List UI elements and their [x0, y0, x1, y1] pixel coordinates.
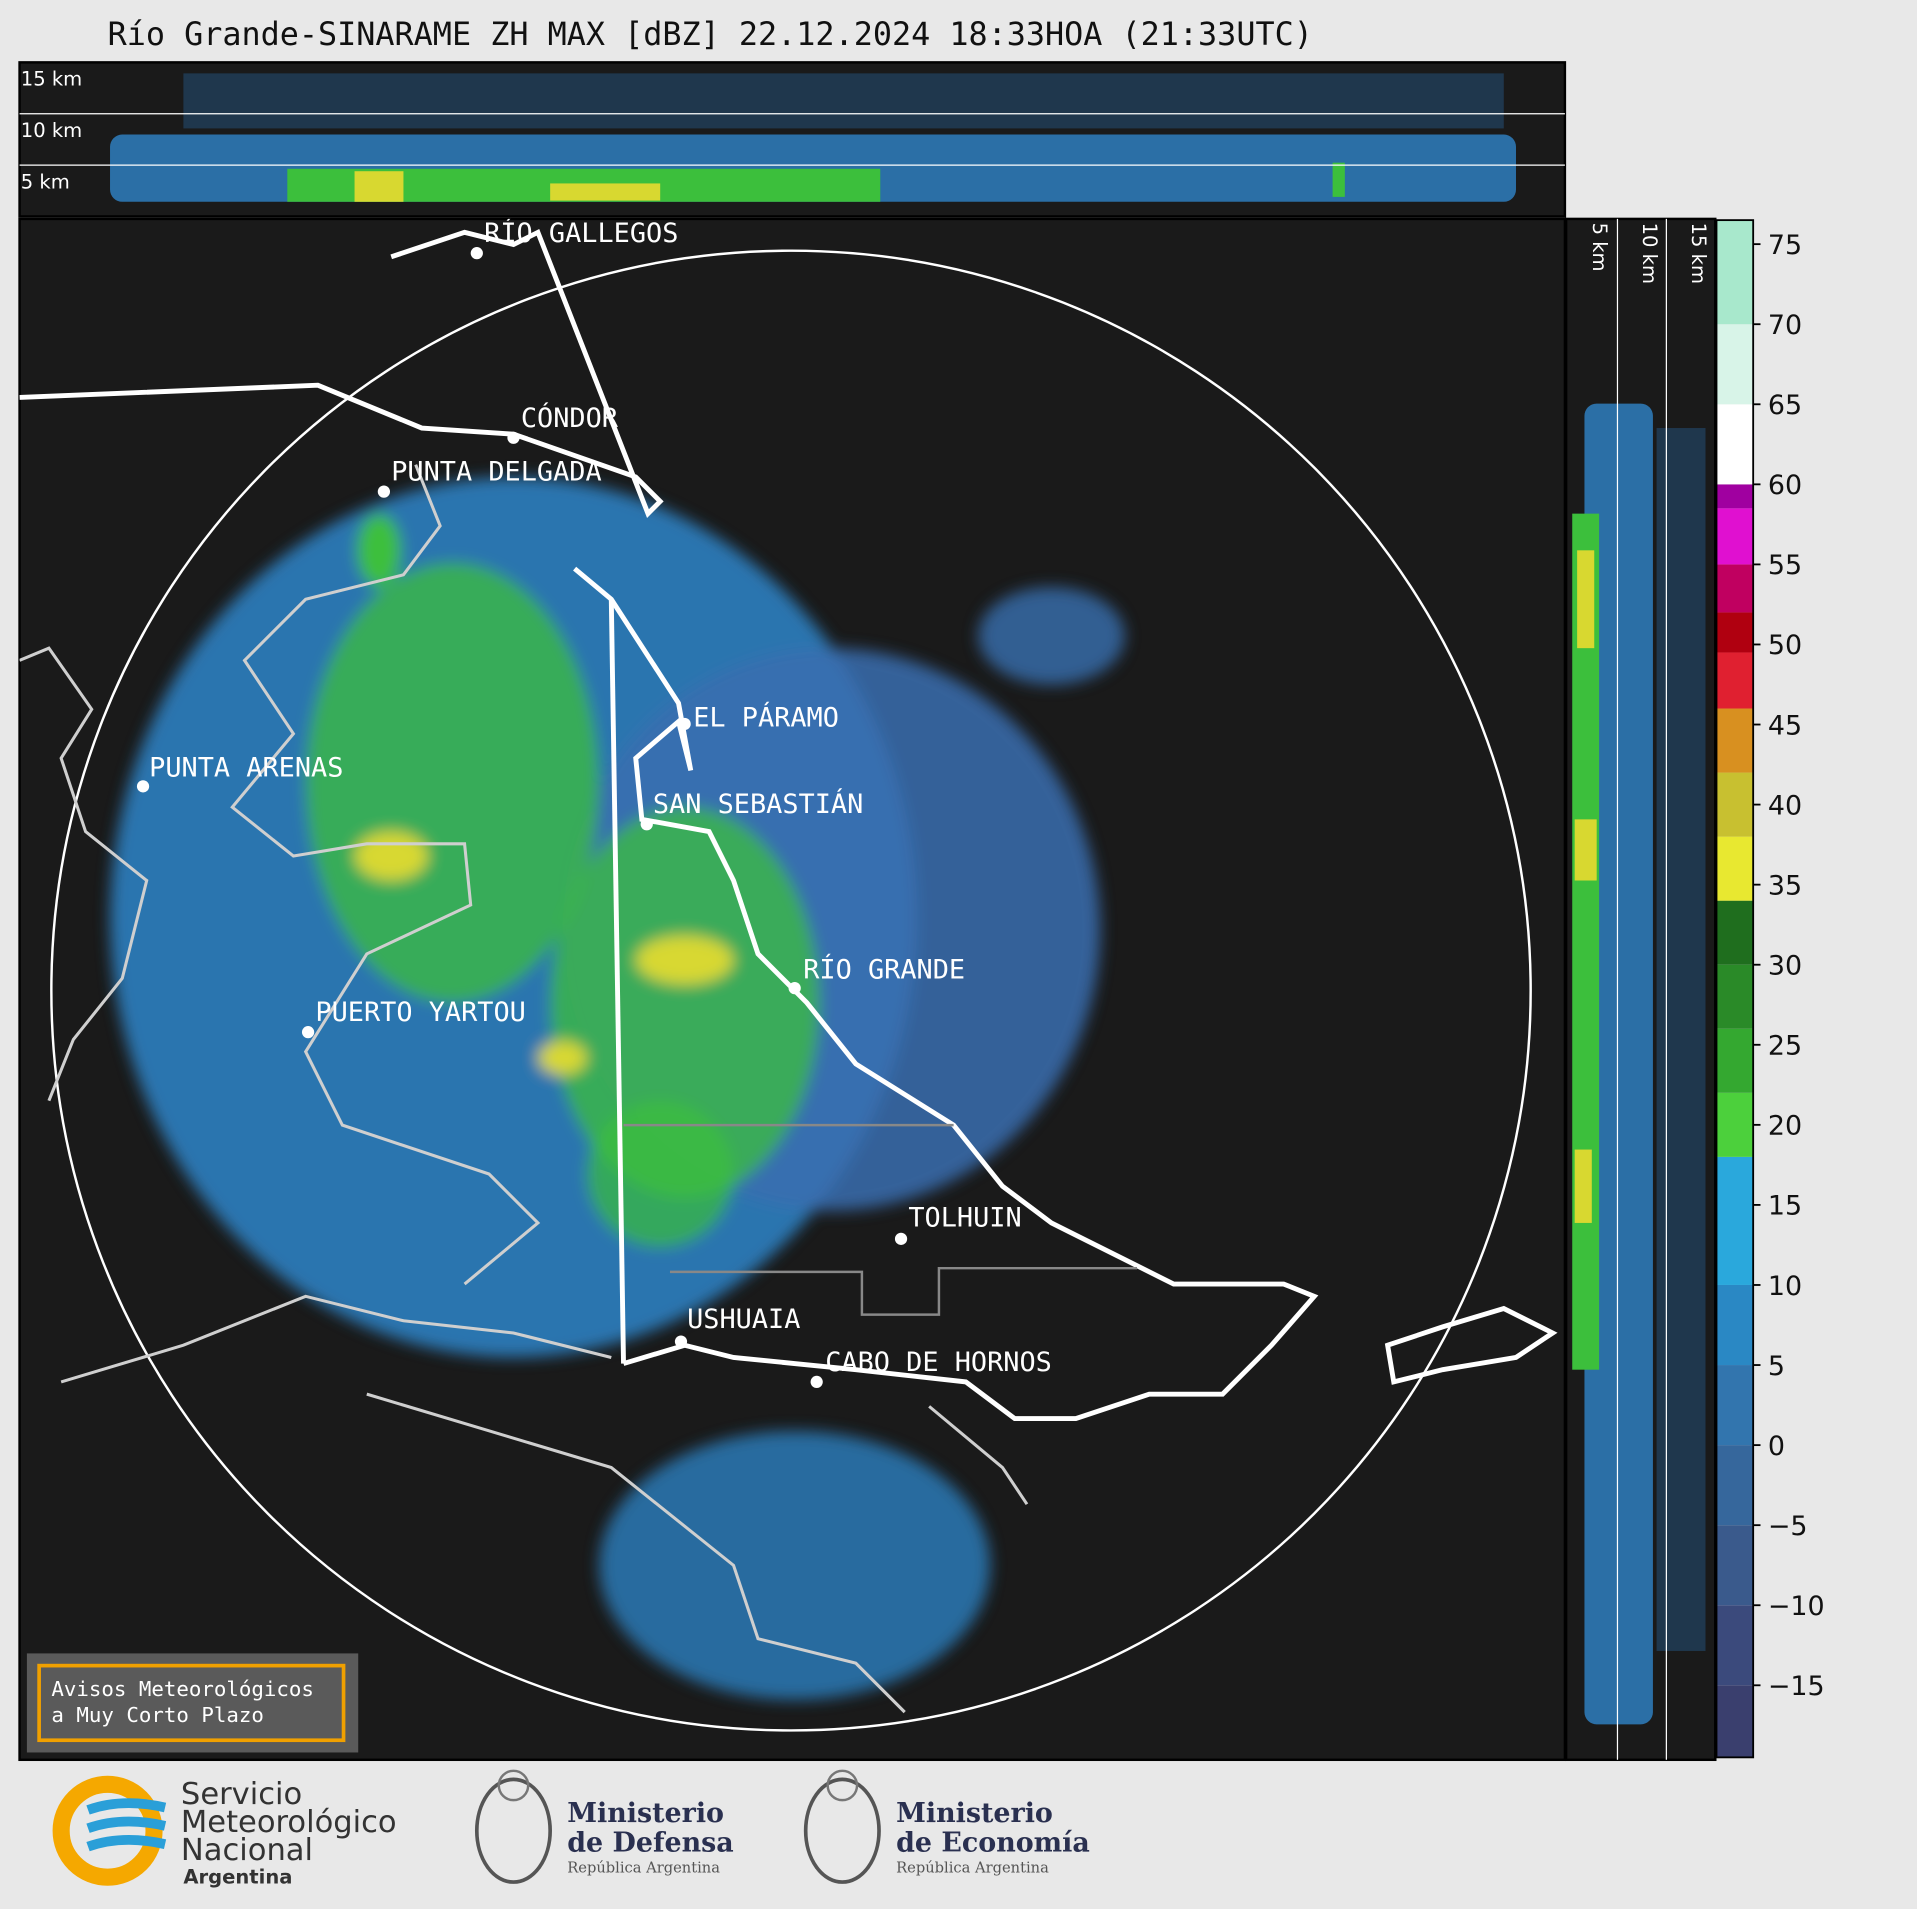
- colorbar-tick-label: 65: [1768, 390, 1802, 421]
- side-cross-section: 5 km 10 km 15 km: [1564, 217, 1717, 1762]
- colorbar-bin: [1716, 708, 1754, 773]
- colorbar-bin: [1716, 564, 1754, 613]
- logo-text: Meteorológico: [181, 1805, 397, 1840]
- logo-text: República Argentina: [896, 1859, 1049, 1876]
- logo-text: de Economía: [896, 1828, 1090, 1859]
- colorbar-bin: [1716, 220, 1754, 325]
- colorbar-bin: [1716, 1605, 1754, 1686]
- colorbar-tick-label: 70: [1768, 310, 1802, 341]
- colorbar-tick-label: −15: [1768, 1671, 1825, 1702]
- colorbar-bin: [1716, 900, 1754, 965]
- colorbar-bin: [1716, 1156, 1754, 1285]
- logo-text: Argentina: [183, 1865, 292, 1888]
- colorbar-bin: [1716, 836, 1754, 901]
- altitude-label: 15 km: [21, 68, 82, 91]
- place-dots: [136, 247, 908, 1389]
- colorbar-frame: [1715, 219, 1755, 1759]
- place-label: EL PÁRAMO: [693, 701, 839, 733]
- colorbar-tick-label: −5: [1768, 1511, 1808, 1542]
- logo-text: República Argentina: [567, 1859, 720, 1876]
- colorbar-tick-label: 20: [1768, 1111, 1802, 1142]
- colorbar-tick-label: 45: [1768, 710, 1802, 741]
- colorbar-tick-label: 40: [1768, 790, 1802, 821]
- colorbar-tick-label: 30: [1768, 951, 1802, 982]
- colorbar-bin: [1716, 1092, 1754, 1157]
- colorbar-bin: [1716, 964, 1754, 1029]
- place-label: CABO DE HORNOS: [825, 1347, 1052, 1378]
- place-label: PUNTA DELGADA: [391, 457, 601, 488]
- coastlines: [19, 464, 1029, 1714]
- logo-defensa: Ministerio de Defensa República Argentin…: [474, 1769, 734, 1884]
- place-label: RÍO GALLEGOS: [484, 217, 678, 249]
- place-label: USHUAIA: [687, 1304, 800, 1335]
- colorbar-bin: [1716, 652, 1754, 709]
- place-label: PUNTA ARENAS: [149, 753, 343, 784]
- logo-smn: Servicio Meteorológico Nacional Argentin…: [52, 1775, 397, 1888]
- colorbar-tick-label: 35: [1768, 870, 1802, 901]
- radar-map: RÍO GALLEGOS CÓNDOR PUNTA DELGADA EL PÁR…: [18, 217, 1567, 1762]
- colorbar-bin: [1716, 1284, 1754, 1366]
- colorbar-bin: [1716, 1525, 1754, 1606]
- top-cross-section: 15 km 10 km 5 km: [18, 61, 1567, 218]
- colorbar-tick-label: 15: [1768, 1191, 1802, 1222]
- place-label: CÓNDOR: [521, 402, 619, 434]
- logo-text: Ministerio: [896, 1798, 1053, 1829]
- colorbar: −15 −10 −5 0 5 10 15 20 25 30 35 40 45 50 55 60 65 70 75: [1715, 219, 1825, 1759]
- logo-text: de Defensa: [567, 1828, 733, 1859]
- notice-line: a Muy Corto Plazo: [51, 1703, 264, 1727]
- colorbar-tick-label: 0: [1768, 1431, 1785, 1462]
- colorbar-tick-label: 60: [1768, 470, 1802, 501]
- colorbar-tick-label: 75: [1768, 230, 1802, 261]
- colorbar-tick-label: 25: [1768, 1031, 1802, 1062]
- notice-line: Avisos Meteorológicos: [51, 1677, 314, 1701]
- logo-text: Ministerio: [567, 1798, 724, 1829]
- colorbar-bin: [1716, 324, 1754, 405]
- colorbar-bin: [1716, 772, 1754, 837]
- altitude-label: 5 km: [1588, 223, 1611, 272]
- logo-text: Nacional: [181, 1833, 313, 1868]
- colorbar-bin: [1716, 1685, 1754, 1758]
- colorbar-bin: [1716, 612, 1754, 653]
- notice-box: Avisos Meteorológicos a Muy Corto Plazo: [26, 1653, 359, 1753]
- altitude-label: 15 km: [1687, 223, 1710, 284]
- place-label: PUERTO YARTOU: [315, 997, 525, 1028]
- place-label: SAN SEBASTIÁN: [653, 788, 863, 820]
- place-label: TOLHUIN: [908, 1203, 1021, 1234]
- title: Río Grande-SINARAME ZH MAX [dBZ] 22.12.2…: [108, 16, 1313, 53]
- altitude-label: 10 km: [21, 119, 82, 142]
- altitude-label: 5 km: [21, 170, 70, 193]
- colorbar-bin: [1716, 1365, 1754, 1446]
- colorbar-bin: [1716, 1028, 1754, 1093]
- colorbar-bin: [1716, 508, 1754, 565]
- colorbar-bin: [1716, 404, 1754, 485]
- colorbar-tick-label: 5: [1768, 1351, 1785, 1382]
- logo-economia: Ministerio de Economía República Argenti…: [803, 1769, 1090, 1884]
- colorbar-tick-label: 50: [1768, 630, 1802, 661]
- borders: [19, 228, 1558, 1422]
- colorbar-bin: [1716, 484, 1754, 509]
- altitude-label: 10 km: [1638, 223, 1661, 284]
- place-label: RÍO GRANDE: [803, 953, 965, 985]
- echo-field: [110, 476, 1125, 1700]
- colorbar-tick-label: −10: [1768, 1591, 1825, 1622]
- colorbar-bin: [1716, 1445, 1754, 1526]
- colorbar-tick-label: 10: [1768, 1271, 1802, 1302]
- colorbar-tick-label: 55: [1768, 550, 1802, 581]
- logo-text: Servicio: [181, 1777, 302, 1812]
